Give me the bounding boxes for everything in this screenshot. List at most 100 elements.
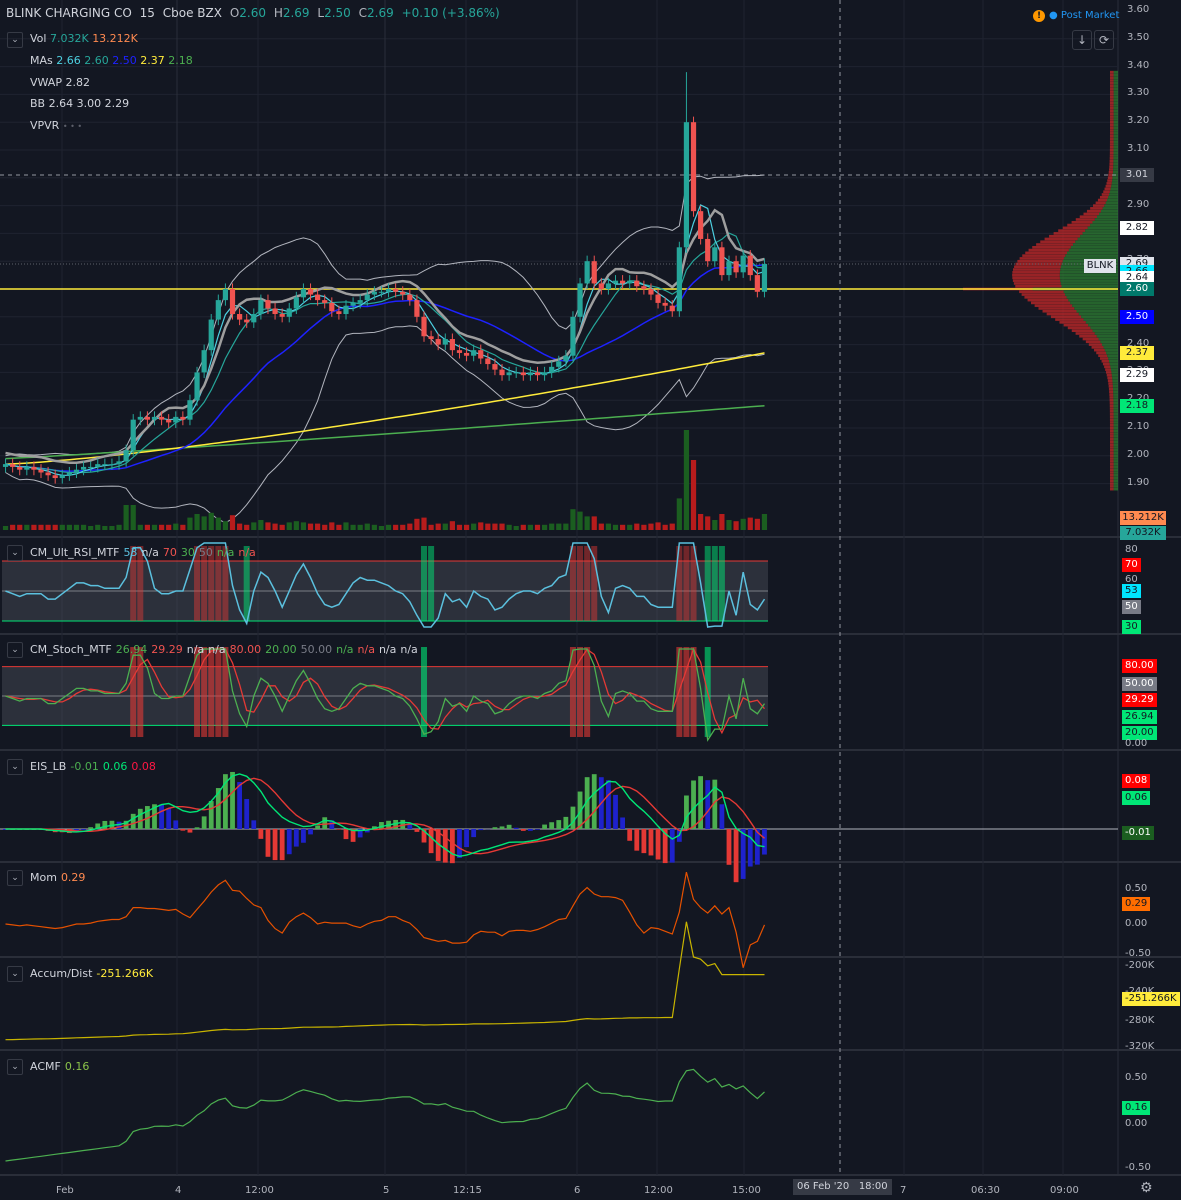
rsi-title: CM_Ult_RSI_MTF 53 n/a 70 30 50 n/a n/a xyxy=(30,546,256,559)
vpvr-bar-up xyxy=(1113,118,1118,121)
eis-histogram-bar xyxy=(471,829,477,838)
high-value: 2.69 xyxy=(282,6,310,20)
collapse-legend-icon[interactable]: ⌄ xyxy=(7,32,23,48)
refresh-icon[interactable]: ⟳ xyxy=(1094,30,1114,50)
eis-histogram-bar xyxy=(265,829,271,857)
vpvr-bar-down xyxy=(1106,182,1112,185)
volume-bar xyxy=(485,523,491,530)
eis-histogram-bar xyxy=(244,798,250,829)
ma-2: 2.60 xyxy=(84,54,109,67)
vpvr-bar-up xyxy=(1113,407,1118,410)
candle-body xyxy=(478,350,484,359)
high-label: H xyxy=(273,6,283,20)
eis-histogram-bar xyxy=(414,829,420,832)
eis-histogram-bar xyxy=(641,829,647,854)
eis-histogram-bar xyxy=(258,829,264,839)
vpvr-bar-down xyxy=(1109,407,1114,410)
candle-body xyxy=(605,283,612,289)
volume-bar xyxy=(570,509,576,530)
candle-body xyxy=(52,475,58,479)
eis-histogram-bar xyxy=(130,813,136,829)
vpvr-bar-up xyxy=(1113,90,1118,93)
settings-gear-icon[interactable]: ⚙ xyxy=(1140,1180,1153,1196)
collapse-ad-icon[interactable]: ⌄ xyxy=(7,966,23,982)
vpvr-bar-up xyxy=(1113,440,1118,444)
vpvr-bar-down xyxy=(1109,462,1114,466)
vpvr-bar-down xyxy=(1110,98,1114,102)
stoch-ob-zone xyxy=(683,647,690,737)
eis-histogram-bar xyxy=(435,829,441,861)
candle-body xyxy=(229,289,236,315)
volume-bar xyxy=(201,516,207,530)
collapse-eis-icon[interactable]: ⌄ xyxy=(7,759,23,775)
vpvr-bar-down xyxy=(1109,120,1114,124)
candle-body xyxy=(38,469,44,473)
candle-body xyxy=(393,289,399,292)
volume-bar xyxy=(307,523,314,530)
eis-histogram-bar xyxy=(691,780,696,829)
vpvr-bar-down xyxy=(1109,115,1114,118)
vpvr-bar-up xyxy=(1102,207,1118,210)
vpvr-bar-down xyxy=(1109,440,1114,444)
ad-axis-240k: -240K xyxy=(1122,985,1157,999)
eis-histogram-bar xyxy=(95,823,101,829)
rsi-axis-80: 80 xyxy=(1125,544,1138,555)
vpvr-bar-down xyxy=(1059,321,1086,324)
download-icon[interactable]: ↓ xyxy=(1072,30,1092,50)
volume-bar xyxy=(463,524,470,530)
vpvr-bar-up xyxy=(1059,276,1118,280)
vpvr-bar-up xyxy=(1113,129,1118,132)
collapse-rsi-icon[interactable]: ⌄ xyxy=(7,545,23,561)
low-label: L xyxy=(317,6,325,20)
price-tick: 2.10 xyxy=(1127,421,1150,432)
vpvr-bar-down xyxy=(1021,293,1065,296)
vpvr-bar-up xyxy=(1066,251,1118,255)
vpvr-bar-down xyxy=(1109,140,1114,143)
volume-bar xyxy=(144,524,150,530)
vpvr-bar-down xyxy=(1109,410,1114,413)
vpvr-bar-up xyxy=(1096,334,1118,338)
collapse-mom-icon[interactable]: ⌄ xyxy=(7,870,23,886)
collapse-stoch-icon[interactable]: ⌄ xyxy=(7,642,23,658)
vpvr-bar-down xyxy=(1101,193,1110,196)
vpvr-bar-down xyxy=(1034,304,1073,307)
ad-axis-280k: -280K xyxy=(1125,1015,1155,1026)
candle-body xyxy=(662,302,668,306)
vpvr-bar-down xyxy=(1046,312,1079,316)
vpvr-bar-down xyxy=(1109,109,1114,113)
collapse-acmf-icon[interactable]: ⌄ xyxy=(7,1059,23,1075)
eis-histogram-bar xyxy=(606,780,611,829)
eis-histogram-bar xyxy=(535,829,540,830)
volume-bar xyxy=(513,526,519,530)
volume-bar xyxy=(166,524,172,530)
symbol-name[interactable]: BLINK CHARGING CO xyxy=(6,6,132,20)
candle-body xyxy=(258,300,264,315)
candle-body xyxy=(265,300,271,309)
volume-bar xyxy=(449,521,455,530)
vpvr-bar-up xyxy=(1113,443,1118,446)
vpvr-bar-up xyxy=(1100,340,1118,344)
volume-bar xyxy=(66,524,72,530)
eis-histogram-bar xyxy=(549,822,555,829)
rsi-overbought-zone xyxy=(676,546,683,621)
volume-bar xyxy=(24,524,30,530)
mom-axis-050: 0.50 xyxy=(1125,883,1148,894)
vpvr-bar-down xyxy=(1110,87,1114,91)
candle-body xyxy=(705,238,711,262)
vpvr-bar-down xyxy=(1109,134,1114,138)
volume-bar xyxy=(194,514,200,530)
candle-body xyxy=(73,469,80,473)
vpvr-bar-down xyxy=(1109,426,1114,430)
vpvr-bar-up xyxy=(1111,373,1118,377)
vpvr-bar-up xyxy=(1113,446,1118,449)
post-market-badge[interactable]: ! ● Post Market xyxy=(1033,10,1119,22)
vpvr-bar-down xyxy=(1079,334,1097,338)
interval[interactable]: 15 xyxy=(139,6,155,20)
vpvr-bar-down xyxy=(1096,351,1107,355)
eis-histogram-bar xyxy=(464,829,469,848)
volume-bar xyxy=(648,523,654,530)
vpvr-bar-up xyxy=(1113,79,1118,82)
ad-title: Accum/Dist -251.266K xyxy=(30,967,154,980)
vpvr-bar-down xyxy=(1019,290,1064,294)
